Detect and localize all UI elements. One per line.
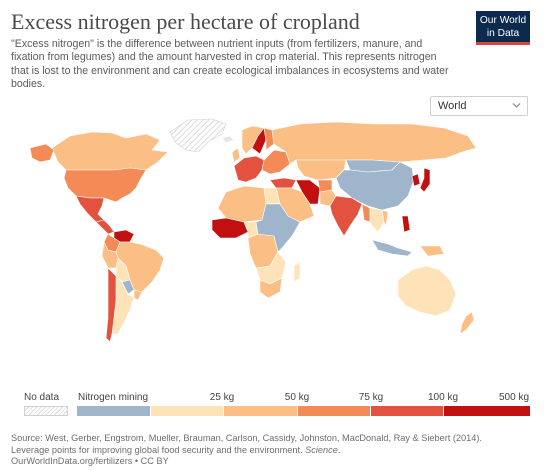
legend-tick-75: 75 kg [358, 392, 384, 403]
region-mexico[interactable]: Mexico [75, 195, 105, 223]
nitrogen-mining-label: Nitrogen mining [78, 392, 149, 403]
legend-bin-100-500[interactable] [444, 406, 530, 416]
legend-bin-25-50[interactable] [224, 406, 297, 416]
region-finland[interactable]: Sweden [263, 127, 275, 151]
owid-logo[interactable]: Our World in Data [476, 11, 530, 45]
region-indonesia[interactable]: Philippines [371, 239, 413, 257]
region-philippines[interactable]: Vietnam [401, 215, 411, 233]
region-western-europe[interactable]: United Kingdom [233, 155, 265, 183]
region-canada[interactable]: Canada [51, 131, 169, 171]
chart-title: Excess nitrogen per hectare of cropland [11, 9, 360, 34]
region-west-africa[interactable]: Egypt [211, 217, 249, 239]
no-data-label: No data [24, 392, 60, 403]
legend-tick-50: 50 kg [284, 392, 310, 403]
source-note: Source: West, Gerber, Engstrom, Mueller,… [11, 433, 531, 468]
region-new-guinea[interactable]: Indonesia [419, 245, 445, 257]
source-line-2-end: . [337, 444, 341, 455]
source-journal: Science [305, 444, 338, 455]
source-line-2-text: Leverage points for improving global foo… [11, 444, 306, 455]
region-vietnam[interactable]: Southeast Asia [381, 209, 389, 227]
legend-tick-500: 500 kg [498, 392, 530, 403]
region-north-africa[interactable]: New Guinea [217, 185, 267, 223]
region-select-value: World [438, 100, 467, 112]
chart-subtitle: "Excess nitrogen" is the difference betw… [11, 38, 449, 90]
region-select[interactable]: World [430, 96, 528, 116]
region-uk[interactable]: Finland [231, 147, 241, 163]
map-legend: No data Nitrogen mining 25 kg 50 kg 75 k… [0, 380, 544, 420]
logo-line-1: Our World [479, 15, 527, 26]
region-east-africa[interactable]: Central Africa [255, 203, 301, 253]
region-iceland[interactable]: Greenland [221, 135, 235, 144]
region-japan[interactable]: Korea [419, 167, 431, 193]
logo-accent-bar [476, 42, 530, 45]
world-map[interactable]: Canada United States United States Mexic… [0, 112, 544, 382]
legend-bin-mining[interactable] [77, 406, 150, 416]
source-line-3[interactable]: OurWorldInData.org/fertilizers • CC BY [11, 456, 169, 467]
region-iran[interactable]: Middle East [295, 179, 321, 205]
region-chile[interactable]: Chile [105, 267, 117, 343]
legend-bin-0-25[interactable] [151, 406, 223, 416]
region-greenland[interactable] [169, 118, 227, 153]
region-usa[interactable]: United States [63, 167, 147, 203]
region-russia[interactable]: Eastern Europe [271, 121, 477, 165]
no-data-swatch[interactable] [24, 406, 68, 416]
region-korea[interactable]: China [411, 173, 421, 187]
region-southeast-asia[interactable]: Myanmar [369, 207, 385, 233]
legend-bin-50-75[interactable] [298, 406, 370, 416]
region-myanmar[interactable]: India [361, 203, 371, 223]
legend-tick-25: 25 kg [209, 392, 235, 403]
region-australia[interactable]: Madagascar [397, 265, 457, 317]
legend-tick-100: 100 kg [427, 392, 459, 403]
region-new-zealand[interactable]: Australia [459, 311, 475, 335]
source-line-2: Leverage points for improving global foo… [11, 445, 531, 457]
region-uruguay[interactable]: Uruguay [133, 289, 143, 301]
chevron-down-icon[interactable] [512, 102, 521, 109]
region-central-america[interactable]: Central America [95, 219, 115, 235]
region-china[interactable]: Mongolia [335, 161, 415, 211]
legend-bin-75-100[interactable] [371, 406, 443, 416]
region-madagascar[interactable]: South Africa [293, 261, 301, 283]
logo-line-2: in Data [486, 28, 520, 39]
source-line-1: Source: West, Gerber, Engstrom, Mueller,… [11, 433, 482, 443]
region-alaska[interactable]: United States [29, 143, 55, 163]
region-south-africa[interactable]: Southern Africa [259, 277, 283, 299]
region-eastern-europe[interactable]: Western Europe [261, 149, 291, 175]
region-india[interactable]: Pakistan [329, 195, 363, 237]
region-turkey[interactable]: Japan [269, 177, 297, 189]
